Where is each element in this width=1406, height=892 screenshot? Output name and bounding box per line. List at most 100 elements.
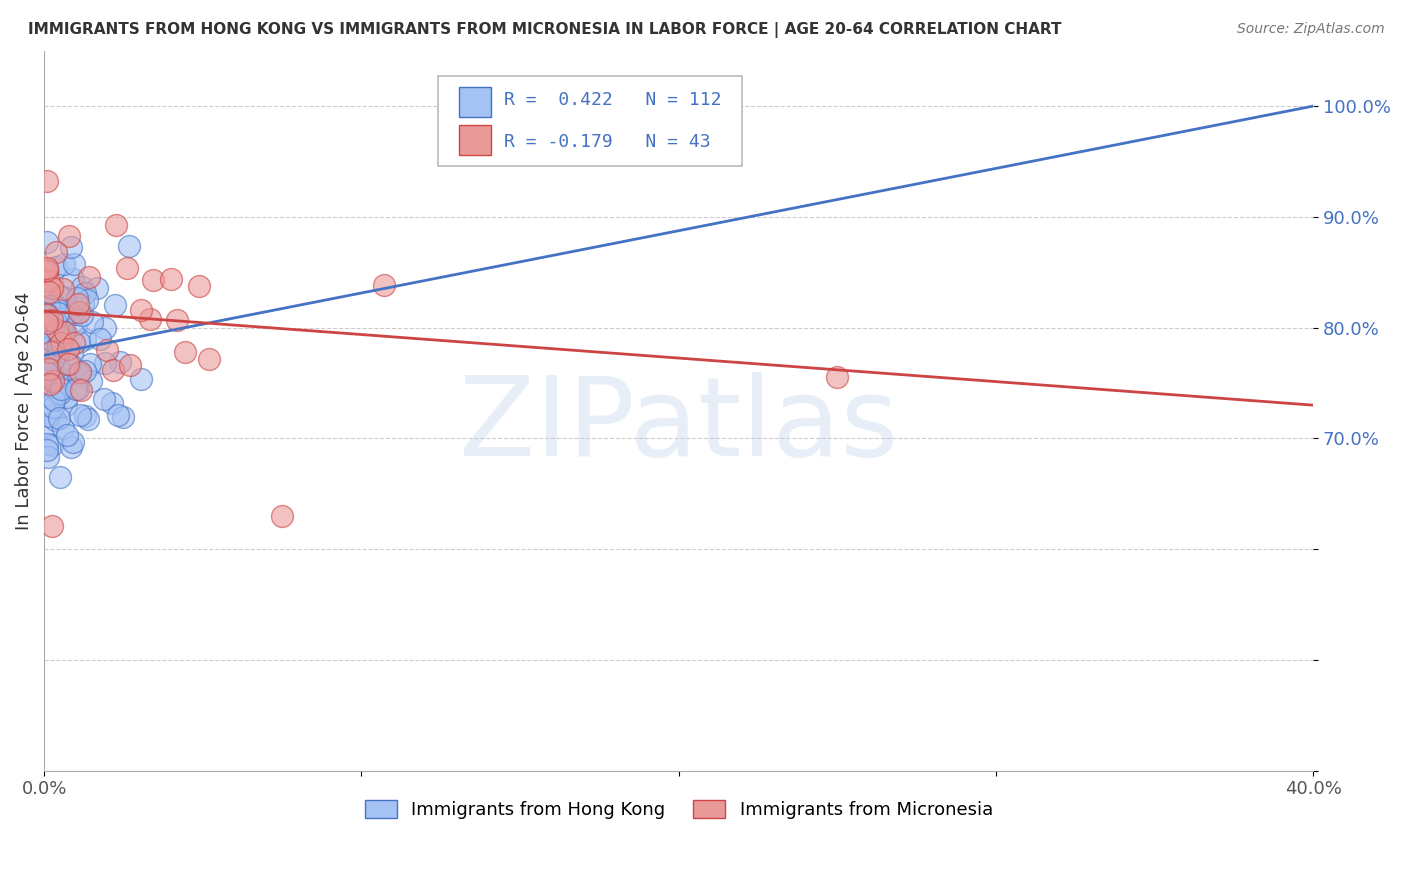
- Point: [56, 427, 79, 442]
- Point: [104, 298, 127, 312]
- Point: [73, 286, 96, 301]
- Point: [52, 326, 75, 340]
- Point: [48, 411, 70, 425]
- Point: [49, 335, 72, 350]
- Point: [39, 344, 62, 359]
- Text: Source: ZipAtlas.com: Source: ZipAtlas.com: [1237, 22, 1385, 37]
- Point: [37, 352, 59, 367]
- Point: [45, 298, 67, 312]
- Point: [66, 291, 89, 305]
- Point: [41, 519, 63, 533]
- Point: [39, 323, 62, 337]
- Point: [93, 392, 115, 407]
- Point: [62, 271, 84, 285]
- Point: [45, 260, 67, 275]
- Point: [37, 366, 59, 380]
- Text: R =  0.422   N = 112: R = 0.422 N = 112: [503, 91, 721, 109]
- Point: [41, 438, 63, 452]
- Point: [89, 332, 111, 346]
- Text: ZIPatlas: ZIPatlas: [460, 372, 898, 479]
- Point: [37, 263, 59, 277]
- Point: [41, 281, 63, 295]
- Point: [42, 361, 65, 376]
- Point: [66, 297, 89, 311]
- Point: [271, 508, 294, 523]
- Point: [41, 333, 63, 347]
- Point: [52, 326, 75, 340]
- Point: [65, 382, 87, 396]
- Point: [52, 282, 75, 296]
- Point: [79, 357, 101, 371]
- Point: [827, 370, 849, 384]
- Point: [37, 419, 59, 434]
- Point: [67, 334, 90, 349]
- Point: [49, 385, 72, 400]
- Point: [37, 357, 59, 371]
- Point: [42, 393, 65, 408]
- Point: [70, 383, 93, 397]
- Point: [49, 335, 72, 350]
- FancyBboxPatch shape: [460, 87, 491, 117]
- Point: [49, 470, 72, 484]
- Point: [58, 228, 80, 243]
- Text: R = -0.179   N = 43: R = -0.179 N = 43: [503, 133, 710, 151]
- Point: [48, 317, 70, 331]
- Point: [48, 381, 70, 395]
- Point: [86, 281, 108, 295]
- Point: [56, 390, 79, 404]
- Point: [37, 338, 59, 352]
- Point: [139, 312, 162, 326]
- Point: [69, 365, 91, 379]
- Point: [80, 374, 103, 388]
- Point: [46, 338, 69, 352]
- Point: [66, 366, 89, 380]
- Point: [112, 410, 135, 425]
- Point: [62, 435, 84, 450]
- Point: [45, 327, 67, 342]
- Point: [37, 308, 59, 322]
- Point: [52, 313, 75, 327]
- Point: [56, 343, 79, 357]
- Point: [80, 315, 103, 329]
- Point: [67, 305, 90, 319]
- Point: [37, 235, 59, 249]
- Point: [110, 355, 132, 369]
- Point: [39, 377, 62, 392]
- Point: [101, 363, 124, 377]
- Point: [49, 306, 72, 320]
- Point: [56, 342, 79, 356]
- Point: [65, 317, 87, 331]
- Point: [37, 318, 59, 333]
- Point: [51, 373, 73, 387]
- Point: [373, 278, 395, 293]
- Point: [44, 299, 66, 313]
- Point: [53, 257, 76, 271]
- Point: [39, 326, 62, 341]
- Point: [41, 313, 63, 327]
- Y-axis label: In Labor Force | Age 20-64: In Labor Force | Age 20-64: [15, 292, 32, 530]
- Point: [45, 376, 67, 391]
- Point: [67, 382, 90, 396]
- Point: [46, 306, 69, 320]
- Point: [101, 396, 124, 410]
- Point: [188, 279, 211, 293]
- Point: [142, 273, 165, 287]
- Point: [37, 307, 59, 321]
- Text: IMMIGRANTS FROM HONG KONG VS IMMIGRANTS FROM MICRONESIA IN LABOR FORCE | AGE 20-: IMMIGRANTS FROM HONG KONG VS IMMIGRANTS …: [28, 22, 1062, 38]
- Point: [67, 368, 90, 382]
- Point: [69, 408, 91, 422]
- Point: [73, 409, 96, 423]
- Point: [39, 379, 62, 393]
- Point: [75, 332, 97, 346]
- Point: [46, 323, 69, 337]
- Point: [37, 360, 59, 375]
- Point: [166, 313, 188, 327]
- Point: [73, 364, 96, 378]
- FancyBboxPatch shape: [437, 76, 742, 166]
- Point: [96, 343, 118, 357]
- Point: [37, 263, 59, 277]
- Point: [55, 398, 77, 412]
- Point: [46, 318, 69, 332]
- Point: [49, 331, 72, 345]
- Point: [70, 308, 93, 322]
